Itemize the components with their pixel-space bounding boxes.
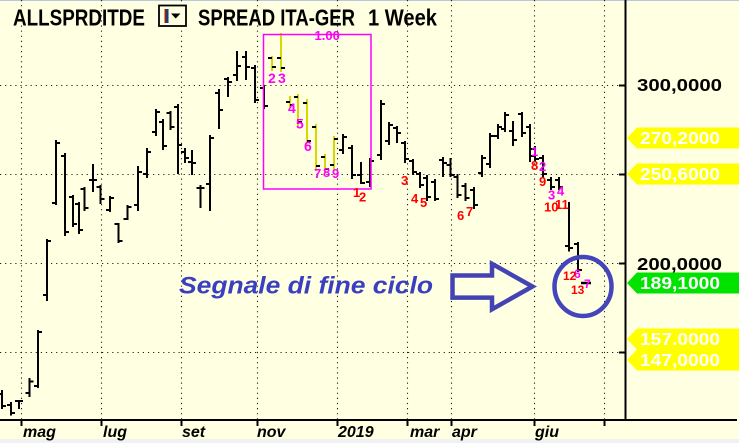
svg-text:1: 1 [531, 144, 538, 159]
svg-text:6: 6 [457, 208, 464, 223]
svg-text:189,1000: 189,1000 [640, 273, 720, 293]
svg-text:apr: apr [452, 424, 478, 441]
svg-text:157.0000: 157.0000 [640, 329, 720, 349]
svg-text:Segnale di fine ciclo: Segnale di fine ciclo [179, 273, 433, 300]
svg-text:250,6000: 250,6000 [640, 164, 720, 184]
svg-text:8: 8 [531, 158, 538, 173]
svg-text:nov: nov [257, 424, 287, 441]
svg-text:9: 9 [332, 166, 339, 181]
svg-text:giu: giu [534, 424, 559, 441]
svg-text:1.00: 1.00 [315, 28, 340, 43]
svg-text:7: 7 [466, 204, 473, 219]
svg-text:9: 9 [539, 174, 546, 189]
svg-text:4: 4 [288, 100, 296, 116]
svg-text:2019: 2019 [337, 424, 374, 441]
svg-text:6: 6 [574, 267, 581, 281]
svg-text:4: 4 [411, 191, 419, 206]
svg-text:7: 7 [584, 277, 591, 291]
svg-text:13: 13 [571, 283, 585, 297]
svg-text:4: 4 [557, 184, 565, 199]
svg-text:3: 3 [401, 173, 408, 188]
svg-text:2: 2 [268, 70, 276, 86]
svg-text:3: 3 [278, 70, 286, 86]
svg-text:6: 6 [304, 138, 312, 154]
svg-text:11: 11 [555, 197, 569, 212]
svg-text:5: 5 [296, 116, 304, 132]
svg-text:300,0000: 300,0000 [637, 75, 722, 95]
svg-text:3: 3 [548, 188, 555, 203]
svg-text:2: 2 [539, 159, 546, 174]
svg-text:2: 2 [359, 190, 366, 205]
svg-text:1 Week: 1 Week [368, 5, 438, 31]
svg-text:5: 5 [420, 195, 427, 210]
svg-text:mag: mag [23, 424, 56, 441]
svg-text:12: 12 [563, 269, 577, 283]
svg-text:set: set [182, 424, 206, 441]
svg-text:10: 10 [544, 200, 558, 215]
svg-text:lug: lug [103, 424, 127, 441]
svg-text:7: 7 [314, 166, 321, 181]
svg-text:8: 8 [323, 165, 330, 180]
svg-text:SPREAD ITA-GER: SPREAD ITA-GER [198, 5, 355, 31]
svg-text:147,0000: 147,0000 [640, 350, 720, 370]
svg-text:1: 1 [353, 185, 360, 200]
svg-text:270,2000: 270,2000 [640, 128, 720, 148]
svg-text:200,0000: 200,0000 [637, 254, 722, 274]
svg-text:mar: mar [410, 424, 440, 441]
svg-text:ALLSPRDITDE: ALLSPRDITDE [13, 5, 145, 31]
